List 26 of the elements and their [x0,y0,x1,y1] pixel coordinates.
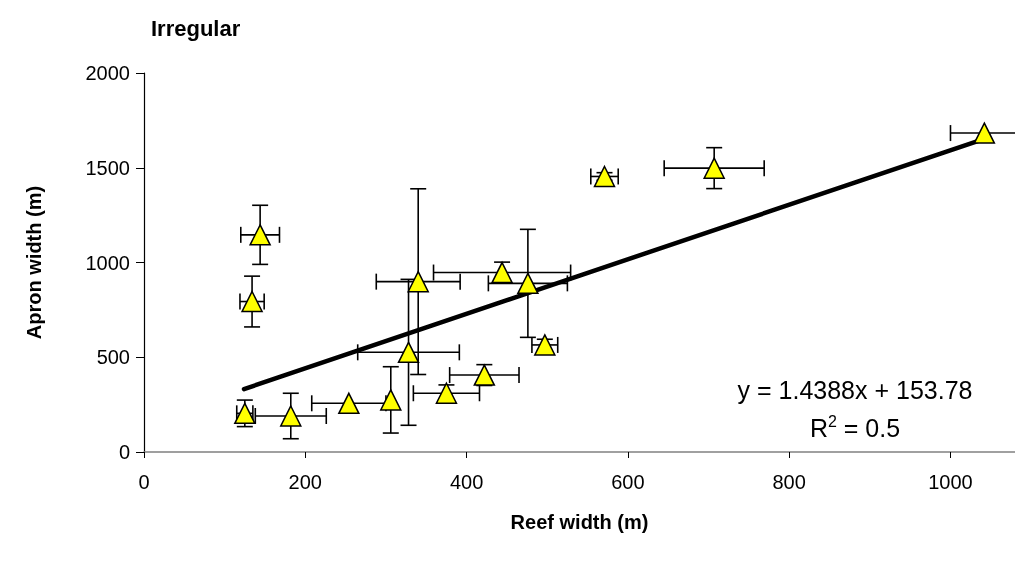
x-tick-label: 600 [611,471,645,493]
point [397,341,420,364]
point [703,157,725,179]
point [491,261,513,284]
x-axis-title: Reef width (m) [510,511,649,533]
x-tick-label: 1000 [928,471,973,493]
x-tick-label: 800 [772,471,806,493]
point [407,270,429,293]
x-tick-label: 200 [288,471,322,493]
x-tick-label: 400 [449,471,484,493]
y-axis-title: Apron width (m) [23,185,45,340]
x-tick-label: 0 [138,471,150,493]
point [249,224,271,246]
y-tick-label: 500 [96,346,130,369]
point [338,392,360,415]
point [380,389,402,411]
point [973,122,996,144]
point [280,405,302,427]
chart-title: Irregular [151,15,241,41]
y-tick-label: 2000 [85,62,130,84]
point [517,272,539,295]
y-tick-label: 0 [118,441,130,463]
y-tick-label: 1500 [85,156,130,179]
annotation: y = 1.4388x + 153.78 [737,376,973,404]
point [435,382,458,405]
y-tick-label: 1000 [85,251,130,274]
